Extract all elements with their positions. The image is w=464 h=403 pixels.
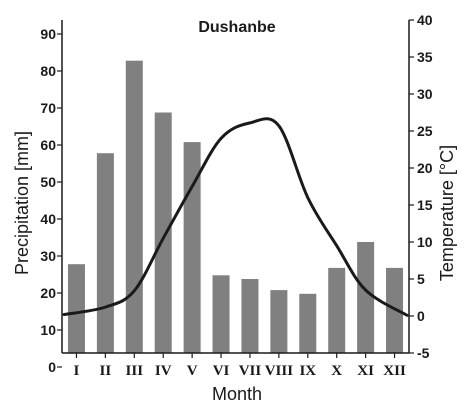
right-tick-label: 35 — [417, 49, 433, 65]
precipitation-bars — [67, 60, 404, 353]
y2-axis-label: Temperature [°C] — [437, 145, 457, 281]
x-tick-label-XI: XI — [357, 363, 374, 379]
x-tick-label-VIII: VIII — [265, 363, 294, 379]
right-tick-label: 10 — [417, 234, 433, 250]
temperature-line-layer — [62, 117, 409, 317]
precipitation-bar-VI — [212, 275, 230, 353]
left-tick-label: 30 — [40, 248, 56, 264]
x-tick-label-VII: VII — [239, 363, 262, 379]
x-tick-label-II: II — [100, 363, 112, 379]
precipitation-bar-II — [96, 153, 114, 353]
precipitation-bar-III — [125, 60, 143, 353]
temperature-line — [62, 117, 409, 317]
right-tick-label: 30 — [417, 86, 433, 102]
chart-title: Dushanbe — [198, 19, 275, 36]
right-tick-label: 40 — [417, 12, 433, 28]
right-tick-label: 25 — [417, 123, 433, 139]
x-tick-label-IX: IX — [299, 363, 316, 379]
precipitation-bar-IX — [299, 293, 317, 353]
left-tick-label: 20 — [40, 285, 56, 301]
right-tick-label: 5 — [417, 271, 425, 287]
left-tick-label: 70 — [40, 100, 56, 116]
left-tick-label: 60 — [40, 137, 56, 153]
precipitation-bar-I — [67, 264, 85, 353]
precipitation-bar-XI — [357, 242, 375, 353]
x-tick-label-III: III — [126, 363, 144, 379]
x-tick-label-X: X — [331, 363, 342, 379]
y-axis-label: Precipitation [mm] — [12, 131, 32, 275]
x-axis-label: Month — [212, 384, 262, 403]
left-tick-label: 50 — [40, 174, 56, 190]
right-tick-label: 0 — [417, 308, 425, 324]
right-tick-label: -5 — [417, 345, 430, 361]
precipitation-bar-X — [328, 267, 346, 353]
left-tick-label: 90 — [40, 26, 56, 42]
left-tick-label: 80 — [40, 63, 56, 79]
x-tick-label-XII: XII — [383, 363, 406, 379]
precipitation-bar-VIII — [270, 290, 288, 353]
x-tick-label-V: V — [187, 363, 198, 379]
precipitation-bar-IV — [154, 112, 172, 353]
x-tick-label-I: I — [74, 363, 80, 379]
x-tick-label-IV: IV — [155, 363, 172, 379]
precipitation-bar-VII — [241, 279, 259, 353]
x-tick-label-VI: VI — [213, 363, 230, 379]
left-tick-label: 10 — [40, 322, 56, 338]
left-tick-label: 0 — [48, 359, 56, 375]
right-tick-label: 20 — [417, 160, 433, 176]
right-tick-label: 15 — [417, 197, 433, 213]
left-tick-label: 40 — [40, 211, 56, 227]
